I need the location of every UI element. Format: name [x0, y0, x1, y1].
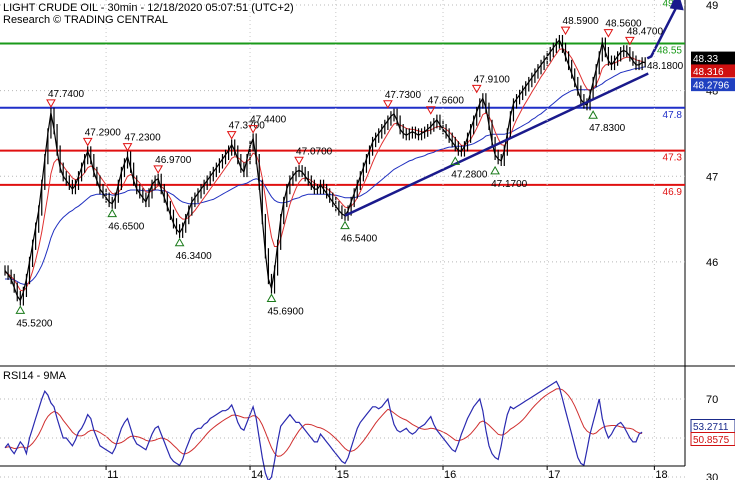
x-tick-label: 15 — [337, 469, 349, 480]
rsi-value-box — [691, 419, 735, 433]
resistance-marker — [294, 156, 304, 166]
projection-arrow-line — [646, 5, 678, 60]
ma-fast-value-text: 48.316 — [693, 67, 724, 78]
resistance-marker — [153, 165, 164, 174]
rsi-ma-value-border — [690, 432, 735, 446]
rsi-tick-label: 70 — [706, 394, 718, 406]
annotation-label: 48.1800 — [647, 61, 684, 72]
x-tick-label: 14 — [251, 469, 263, 480]
chart-subtitle: Research © TRADING CENTRAL — [3, 14, 168, 26]
support-marker — [266, 293, 277, 302]
resistance-marker — [248, 125, 258, 134]
price-tick-label: 49 — [706, 0, 718, 12]
x-tick-label: 17 — [548, 469, 560, 480]
annotation-label: 48.5900 — [563, 16, 600, 27]
chart-title: LIGHT CRUDE OIL - 30min - 12/18/2020 05:… — [3, 2, 294, 14]
support-marker — [450, 156, 461, 165]
annotation-label: 46.3400 — [176, 251, 213, 262]
resistance-marker — [226, 131, 237, 140]
price-bars — [4, 34, 646, 306]
resistance-marker — [82, 137, 93, 147]
annotation-label: 47.2800 — [451, 169, 488, 180]
annotation-label: 47.7300 — [385, 90, 422, 101]
resistance-marker — [122, 143, 133, 152]
annotation-label: 46.9700 — [155, 155, 192, 166]
annotation-label: 46.5400 — [341, 234, 378, 245]
ma-slow-value-box — [691, 78, 735, 92]
resistance-marker — [625, 36, 635, 46]
ma-slow-value-text: 48.2796 — [693, 81, 730, 92]
rsi-value-text: 53.2711 — [693, 422, 729, 433]
rsi-line — [4, 380, 643, 480]
rsi-ma-value-text: 50.8575 — [693, 435, 730, 446]
support-marker — [588, 110, 598, 119]
annotation-label: 47.1700 — [491, 179, 528, 190]
annotation-label: 47.0700 — [296, 146, 333, 157]
time-axis: 11 14 15 16 17 18 — [0, 0, 685, 480]
resistance-marker — [560, 26, 571, 36]
annotation-label: 48.5600 — [605, 19, 642, 30]
support-marker — [340, 220, 350, 230]
annotation-label: 48.4700 — [627, 26, 664, 37]
current-price-text: 48.33 — [693, 54, 718, 65]
annotation-label: 47.2300 — [125, 133, 162, 144]
level-label: 47.8 — [663, 110, 683, 121]
resistance-marker — [383, 100, 393, 109]
annotation-label: 47.2900 — [85, 127, 122, 138]
current-price-box — [691, 51, 735, 65]
price-tick-label: 47 — [706, 171, 718, 183]
rsi-title: RSI14 - 9MA — [3, 370, 67, 382]
ma-fast-line — [4, 48, 646, 292]
price-panel: 4948474649.148.5547.847.346.947.740047.2… — [0, 0, 735, 466]
x-tick-label: 18 — [655, 469, 667, 480]
support-marker — [15, 305, 26, 314]
resistance-marker — [471, 84, 482, 94]
support-marker — [174, 237, 185, 247]
x-tick-label: 16 — [444, 469, 456, 480]
x-tick-label: 11 — [107, 469, 118, 480]
price-line — [4, 38, 646, 302]
annotation-label: 47.3700 — [229, 121, 266, 132]
projection-arrow-head — [669, 0, 684, 11]
ma-slow-line — [5, 66, 646, 285]
annotation-label: 45.6900 — [267, 306, 304, 317]
annotation-label: 47.6600 — [428, 96, 465, 107]
resistance-marker — [46, 99, 56, 108]
annotation-label: 47.8300 — [589, 123, 626, 134]
annotation-label: 47.4400 — [250, 115, 287, 126]
trendline — [344, 72, 649, 217]
annotation-label: 45.5200 — [16, 318, 53, 329]
annotation-label: 46.6500 — [108, 222, 145, 233]
price-tick-label: 46 — [706, 257, 718, 269]
support-marker — [490, 165, 500, 175]
rsi-ma-line — [4, 388, 643, 457]
level-label: 48.55 — [657, 46, 682, 57]
level-label: 46.9 — [663, 187, 683, 198]
resistance-marker — [425, 106, 436, 115]
support-marker — [107, 208, 118, 218]
ma-fast-value-box — [691, 64, 735, 78]
annotation-label: 47.9100 — [474, 74, 511, 85]
rsi-tick-label: 30 — [706, 472, 718, 480]
rsi-ma-value-box — [691, 432, 735, 446]
resistance-marker — [603, 29, 614, 38]
level-label: 47.3 — [663, 153, 683, 164]
annotation-label: 47.7400 — [48, 89, 85, 100]
